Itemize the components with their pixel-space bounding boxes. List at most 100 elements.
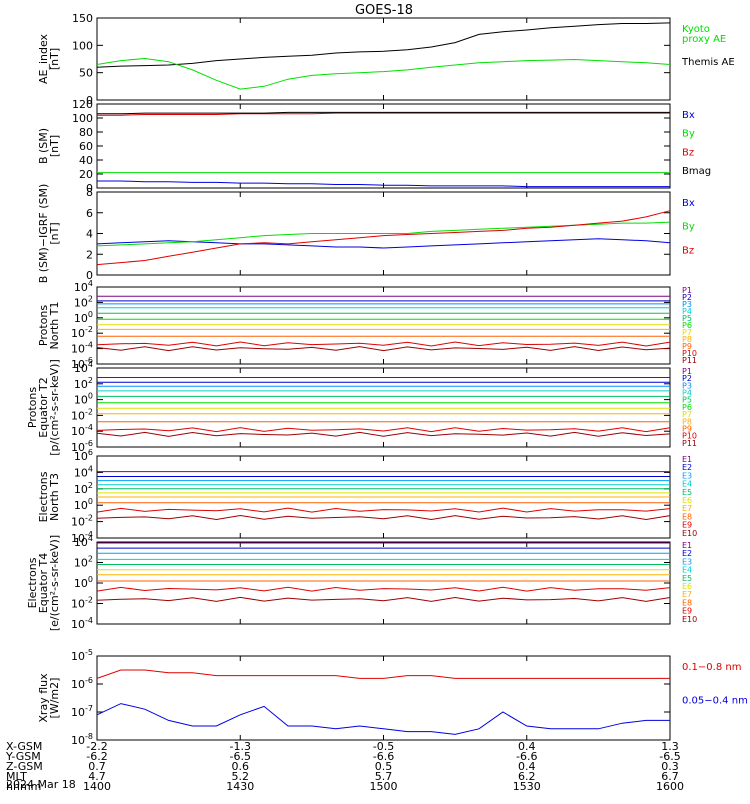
ephemeris-value: -6.6: [516, 750, 537, 763]
y-tick-label: 0: [86, 94, 93, 107]
series-bx: [96, 238, 671, 249]
legend-entry: P1: [682, 286, 692, 295]
series-0-1-0-8-nm: [96, 669, 670, 679]
series-p11: [96, 431, 671, 437]
legend-entry: P2: [682, 293, 692, 302]
ephemeris-value: -2.2: [86, 740, 107, 753]
legend-entry: E2: [682, 549, 692, 558]
ephemeris-label: Z-GSM: [6, 760, 43, 773]
legend-entry: By: [682, 222, 695, 233]
svg-text:B (SM): B (SM): [37, 128, 50, 164]
legend-entry: E9: [682, 521, 692, 530]
legend-entry: 0.05−0.4 nm: [682, 696, 748, 707]
legend-entry: Kyoto: [682, 24, 710, 35]
y-tick-label: 10-2: [71, 596, 93, 611]
y-axis-label: AE_index[nT]: [37, 33, 61, 84]
legend-entry: E5: [682, 488, 692, 497]
ephemeris-value: 1500: [370, 780, 398, 793]
legend-entry: E8: [682, 512, 692, 521]
legend-entry: E1: [682, 455, 692, 464]
svg-text:Electrons: Electrons: [37, 471, 50, 522]
legend-entry: P6: [682, 321, 692, 330]
legend-entry: E3: [682, 471, 692, 480]
ephemeris-label: hhmm: [6, 780, 41, 793]
series-by: [96, 221, 671, 247]
panel-frame: [96, 286, 671, 365]
y-tick-label: 102: [74, 555, 93, 570]
legend-entry: E10: [682, 529, 697, 538]
series-e9: [96, 507, 671, 513]
ephemeris-value: 0.7: [88, 760, 106, 773]
legend-entry: P11: [682, 439, 697, 448]
ephemeris-label: Y-GSM: [5, 750, 41, 763]
legend-entry: P6: [682, 403, 692, 412]
y-tick-label: 10-4: [71, 616, 93, 631]
y-tick-label: 8: [86, 186, 93, 199]
date-label: 2024 Mar 18: [6, 778, 76, 791]
legend-entry: By: [682, 129, 695, 140]
series-p10: [96, 427, 671, 433]
series-bx: [97, 180, 670, 188]
y-tick-label: 10-6: [71, 676, 93, 691]
ephemeris-value: 6.2: [518, 770, 536, 783]
legend-entry: Bmag: [682, 166, 711, 177]
legend-entry: P4: [682, 307, 692, 316]
y-tick-label: 60: [79, 140, 93, 153]
legend-entry: E1: [682, 541, 692, 550]
legend-entry: Bz: [682, 147, 694, 158]
ephemeris-value: 0.3: [661, 760, 679, 773]
ephemeris-value: 0.6: [232, 760, 250, 773]
ephemeris-value: -1.3: [230, 740, 251, 753]
series-e10: [96, 596, 671, 602]
ephemeris-value: 5.2: [232, 770, 250, 783]
y-tick-label: 10-5: [71, 648, 93, 663]
ephemeris-value: 0.4: [518, 740, 536, 753]
y-tick-label: 100: [74, 575, 93, 590]
y-tick-label: 102: [74, 376, 93, 391]
panel-frame: [96, 541, 671, 625]
y-axis-label: B (SM)−IGRF (SM)[nT]: [37, 184, 61, 284]
svg-text:Xray flux: Xray flux: [37, 673, 50, 723]
svg-text:[e/(cm²-s-sr-keV)]: [e/(cm²-s-sr-keV)]: [48, 535, 61, 631]
legend-entry: P5: [682, 396, 692, 405]
legend-entry: E10: [682, 615, 697, 624]
svg-text:[nT]: [nT]: [48, 135, 61, 157]
legend-entry: E6: [682, 496, 692, 505]
y-tick-label: 100: [74, 310, 93, 325]
series-bmag: [97, 111, 670, 115]
legend-entry: E5: [682, 574, 692, 583]
y-tick-label: 20: [79, 168, 93, 181]
svg-text:Electrons: Electrons: [26, 557, 39, 608]
y-tick-label: 4: [86, 228, 93, 241]
legend-entry: E6: [682, 582, 692, 591]
svg-text:Equator T2: Equator T2: [37, 377, 50, 437]
svg-text:Protons: Protons: [37, 305, 50, 346]
legend-entry: Bz: [682, 245, 694, 256]
legend-entry: P9: [682, 342, 692, 351]
legend-entry: P1: [682, 367, 692, 376]
y-tick-label: 104: [74, 534, 93, 549]
y-tick-label: 80: [79, 126, 93, 139]
series-0-05-0-4-nm: [96, 703, 670, 735]
legend-entry: P3: [682, 381, 692, 390]
y-tick-label: 104: [74, 464, 93, 479]
ephemeris-value: -6.2: [86, 750, 107, 763]
legend-entry: E4: [682, 566, 692, 575]
ephemeris-label: MLT: [6, 770, 27, 783]
y-tick-label: 100: [74, 392, 93, 407]
svg-text:Equator T4: Equator T4: [37, 553, 50, 613]
legend-entry: E9: [682, 607, 692, 616]
legend-entry: proxy AE: [682, 34, 726, 45]
ephemeris-value: -6.5: [230, 750, 251, 763]
y-tick-label: 104: [74, 360, 93, 375]
panel-frame: [96, 367, 671, 448]
legend-entry: P5: [682, 314, 692, 323]
series-kyoto-proxy-ae: [96, 57, 671, 90]
legend-entry: E7: [682, 590, 692, 599]
legend-entry: P3: [682, 300, 692, 309]
y-tick-label: 106: [74, 448, 93, 463]
y-tick-label: 10-2: [71, 514, 93, 529]
